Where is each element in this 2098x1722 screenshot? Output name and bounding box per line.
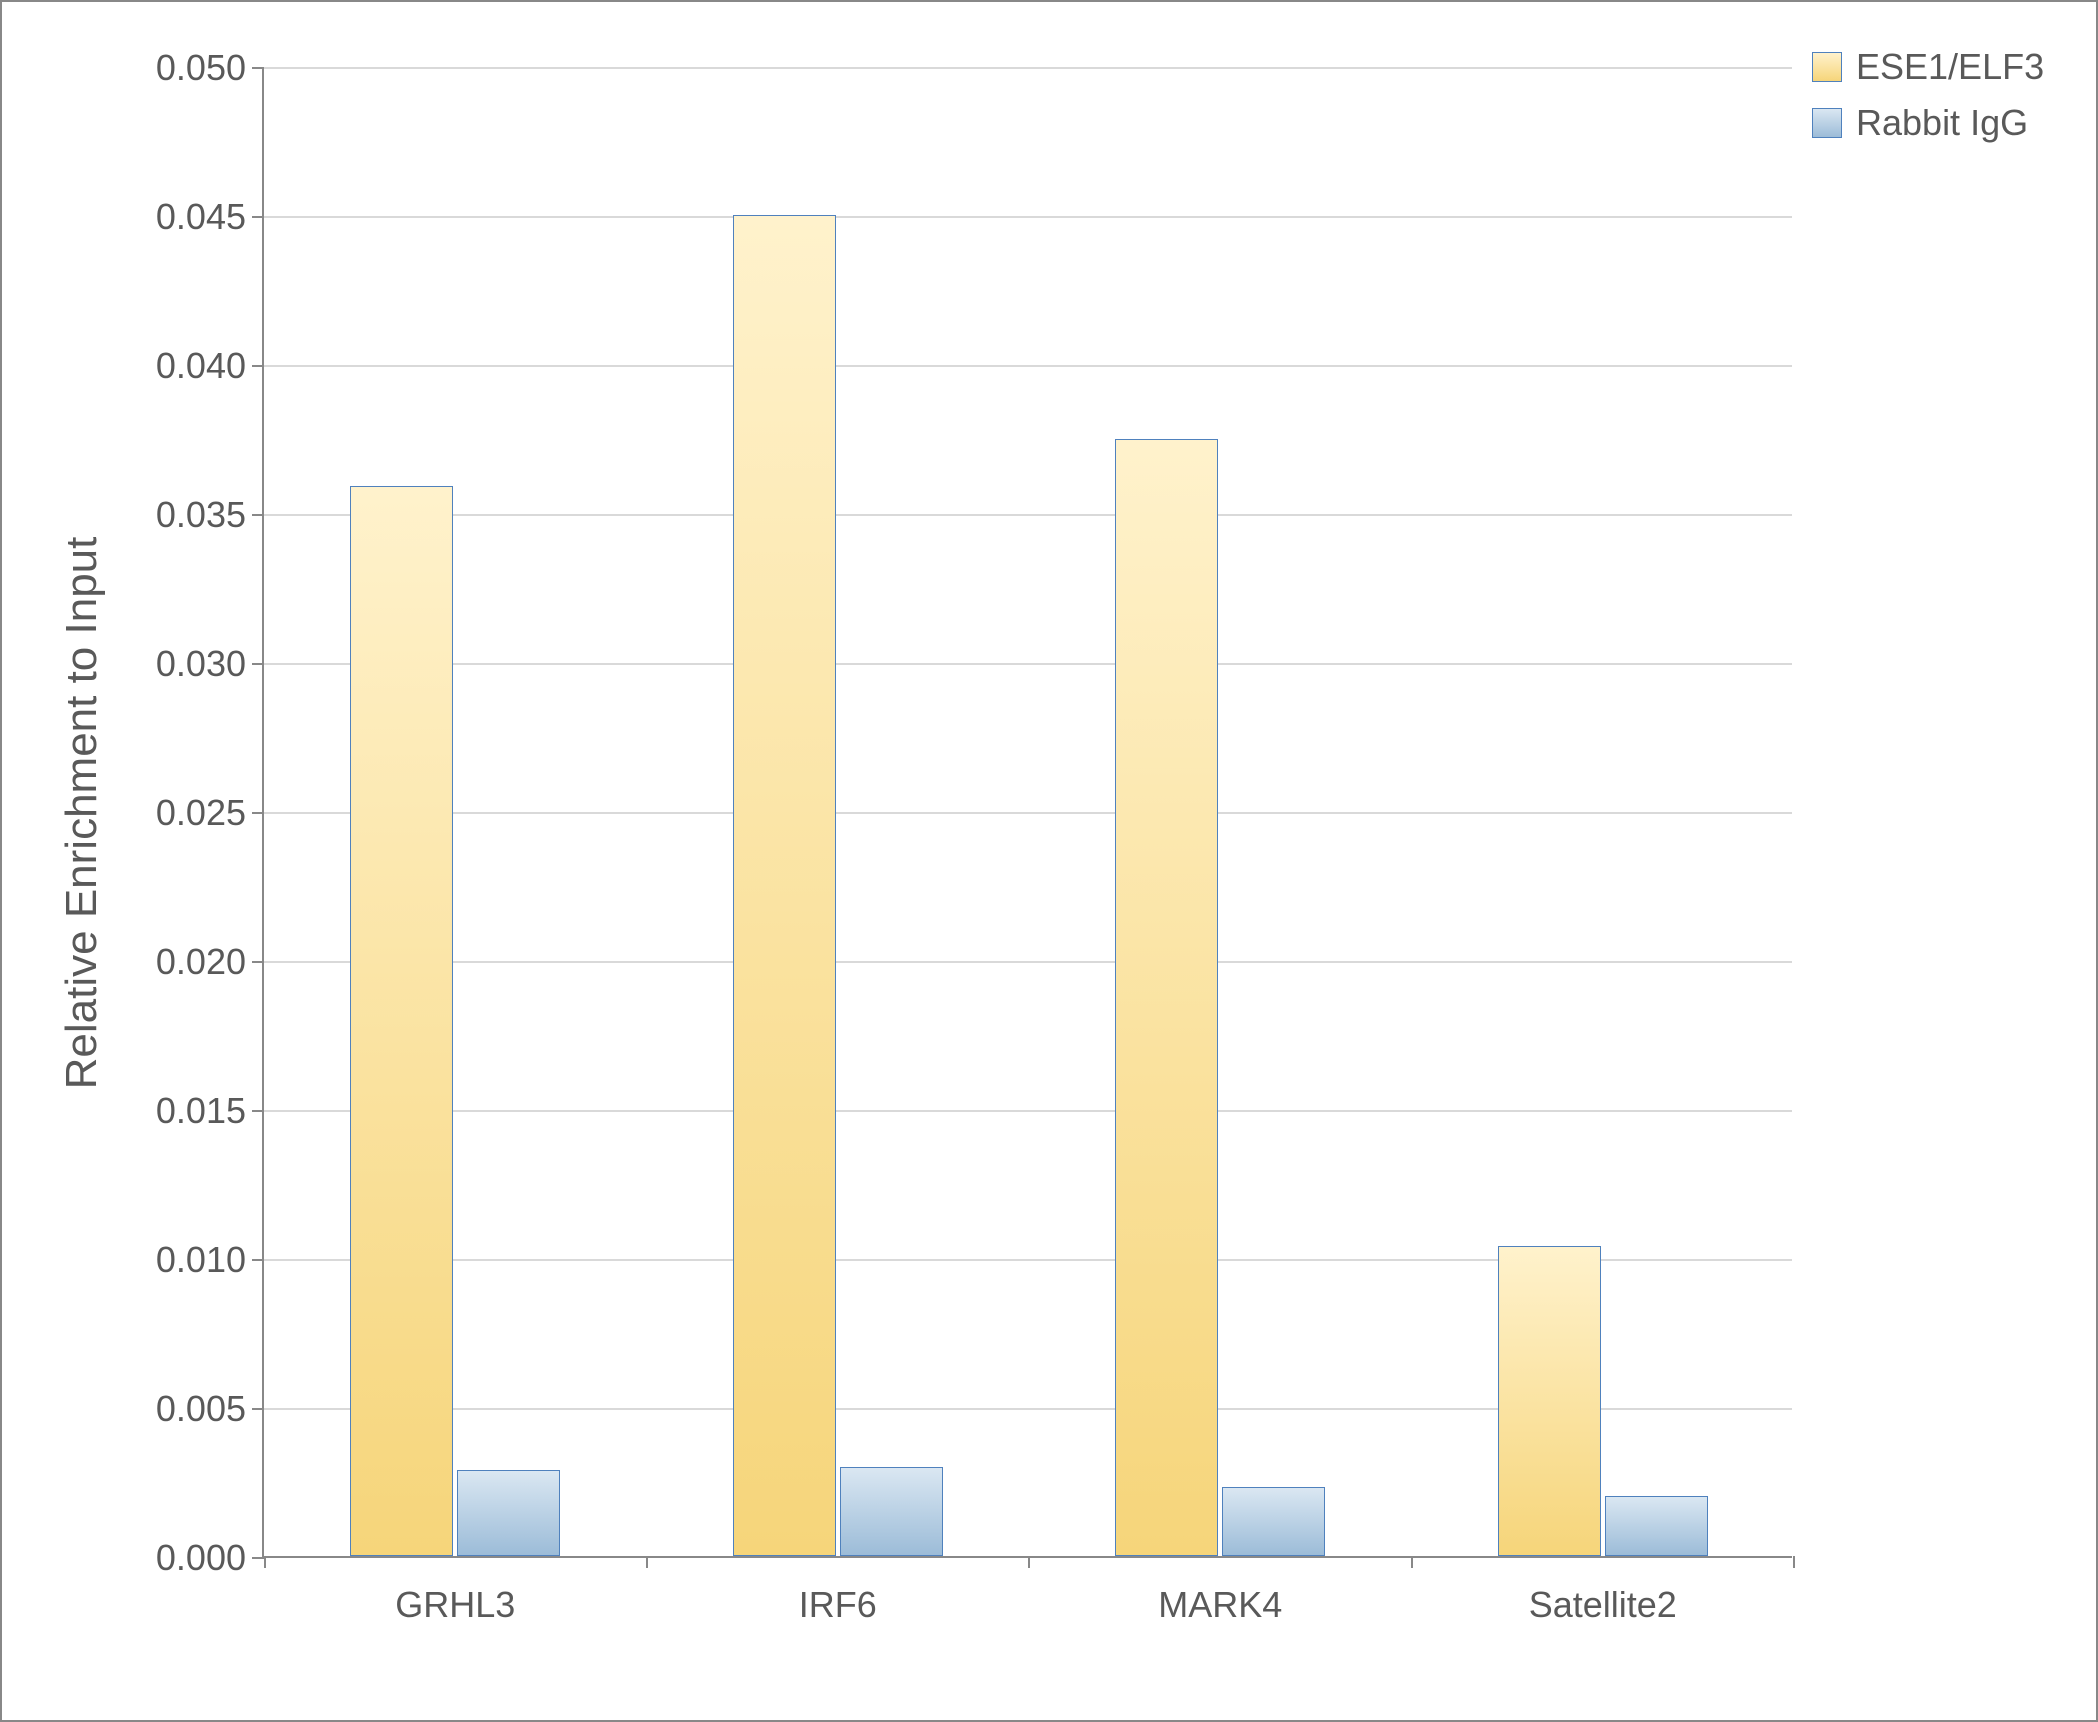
- y-tick-label: 0.020: [156, 941, 246, 983]
- legend: ESE1/ELF3 Rabbit IgG: [1812, 46, 2044, 144]
- y-tick-label: 0.030: [156, 643, 246, 685]
- bar-ese1: [733, 215, 836, 1556]
- legend-swatch-ese1: [1812, 52, 1842, 82]
- y-axis-title: Relative Enrichment to Input: [57, 537, 107, 1090]
- y-tick-label: 0.050: [156, 47, 246, 89]
- gridline: [264, 663, 1792, 665]
- y-tick-label: 0.000: [156, 1537, 246, 1579]
- y-tick-label: 0.010: [156, 1239, 246, 1281]
- y-tick-label: 0.015: [156, 1090, 246, 1132]
- legend-swatch-igg: [1812, 108, 1842, 138]
- gridline: [264, 514, 1792, 516]
- gridline: [264, 1110, 1792, 1112]
- y-tick-label: 0.025: [156, 792, 246, 834]
- bar-ese1: [350, 486, 453, 1556]
- y-tick-mark: [252, 1259, 264, 1261]
- bar-igg: [840, 1467, 943, 1556]
- y-tick-label: 0.035: [156, 494, 246, 536]
- gridline: [264, 812, 1792, 814]
- y-tick-mark: [252, 216, 264, 218]
- y-tick-label: 0.005: [156, 1388, 246, 1430]
- y-tick-mark: [252, 514, 264, 516]
- x-tick-label: IRF6: [799, 1584, 877, 1626]
- y-tick-mark: [252, 1557, 264, 1559]
- legend-item-igg: Rabbit IgG: [1812, 102, 2044, 144]
- gridline: [264, 67, 1792, 69]
- y-tick-mark: [252, 1408, 264, 1410]
- y-tick-mark: [252, 812, 264, 814]
- y-tick-mark: [252, 961, 264, 963]
- bar-ese1: [1498, 1246, 1601, 1556]
- bar-igg: [1605, 1496, 1708, 1556]
- x-tick-mark: [1793, 1556, 1795, 1568]
- x-tick-mark: [1411, 1556, 1413, 1568]
- y-tick-mark: [252, 67, 264, 69]
- bar-ese1: [1115, 439, 1218, 1557]
- y-tick-label: 0.045: [156, 196, 246, 238]
- y-tick-mark: [252, 365, 264, 367]
- bar-igg: [457, 1470, 560, 1556]
- gridline: [264, 216, 1792, 218]
- legend-item-ese1: ESE1/ELF3: [1812, 46, 2044, 88]
- x-tick-mark: [1028, 1556, 1030, 1568]
- x-tick-mark: [646, 1556, 648, 1568]
- chart-container: Relative Enrichment to Input 0.0000.0050…: [0, 0, 2098, 1722]
- y-tick-mark: [252, 663, 264, 665]
- gridline: [264, 961, 1792, 963]
- plot-area: 0.0000.0050.0100.0150.0200.0250.0300.035…: [262, 68, 1792, 1558]
- x-tick-label: MARK4: [1158, 1584, 1282, 1626]
- y-tick-mark: [252, 1110, 264, 1112]
- x-tick-label: GRHL3: [395, 1584, 515, 1626]
- gridline: [264, 365, 1792, 367]
- legend-label-igg: Rabbit IgG: [1856, 102, 2028, 144]
- legend-label-ese1: ESE1/ELF3: [1856, 46, 2044, 88]
- x-tick-label: Satellite2: [1529, 1584, 1677, 1626]
- bar-igg: [1222, 1487, 1325, 1556]
- x-tick-mark: [264, 1556, 266, 1568]
- y-tick-label: 0.040: [156, 345, 246, 387]
